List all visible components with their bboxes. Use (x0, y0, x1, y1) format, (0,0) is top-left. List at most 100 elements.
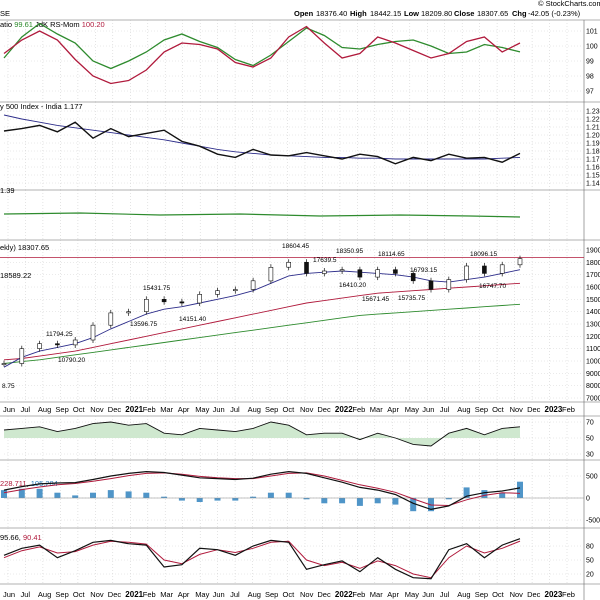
price-tick: 12000 (586, 334, 600, 341)
x-axis-label: Dec (527, 405, 541, 414)
x-axis-label: Aug (38, 405, 51, 414)
x-axis-label: Dec (317, 590, 331, 599)
x-axis-label: Oct (73, 405, 86, 414)
ma-slow-line (3, 282, 521, 361)
rs-tick: 98 (586, 74, 594, 81)
price-annotation: 15671.45 (362, 296, 389, 303)
candle-body (215, 290, 220, 295)
macd-histogram-bar (107, 490, 114, 498)
ratio-tick: 1.20 (586, 133, 600, 140)
candle-body (499, 264, 505, 274)
ratio-tick: 1.17 (586, 157, 600, 164)
x-axis-label: Sep (265, 590, 278, 599)
x-axis-label: Oct (283, 590, 296, 599)
macd-tick: 0 (586, 496, 590, 503)
rs-tick: 101 (586, 29, 598, 36)
x-axis-label: Feb (562, 590, 575, 599)
x-axis-label: Jun (213, 590, 225, 599)
price-tick: 11000 (586, 346, 600, 353)
macd-tick: -500 (586, 518, 600, 525)
series-layer (0, 22, 584, 580)
candle-body (482, 265, 487, 274)
price-annotation: 14151.40 (179, 316, 206, 323)
macd-histogram-bar (232, 498, 239, 501)
price-annotation: 18350.95 (336, 248, 363, 255)
macd-histogram-bar (54, 492, 61, 498)
green-indicator-line (3, 212, 521, 218)
macd-tick: 500 (586, 474, 598, 481)
price-annotation: 15431.75 (143, 285, 170, 292)
x-axis-label: Mar (370, 590, 383, 599)
x-axis-label: Apr (178, 590, 190, 599)
macd-histogram-bar (321, 498, 328, 504)
price-tick: 15000 (586, 297, 600, 304)
x-axis-label: Nov (300, 405, 314, 414)
x-axis-label: Mar (370, 405, 383, 414)
candle-body (55, 343, 60, 346)
macd-histogram-bar (303, 498, 310, 500)
ratio-tick: 1.18 (586, 149, 600, 156)
stoch-k-line (3, 538, 521, 580)
macd-histogram-bar (178, 498, 185, 501)
x-axis-label: Dec (317, 405, 331, 414)
x-axis-label: Nov (90, 590, 104, 599)
x-axis-label: Mar (160, 405, 173, 414)
x-axis-label: Jul (230, 590, 240, 599)
macd-histogram-bar (445, 498, 452, 500)
price-annotation: 16793.15 (410, 267, 437, 274)
candle-body (268, 266, 274, 282)
x-axis-label: Jul (440, 405, 450, 414)
ratio-tick: 1.21 (586, 125, 600, 132)
x-axis-label: Sep (55, 590, 68, 599)
macd-histogram-bar (1, 490, 7, 498)
x-axis-label: Aug (248, 590, 261, 599)
rsi-fill (4, 422, 520, 446)
candle-body (517, 258, 523, 266)
price-annotation: 11794.25 (46, 331, 73, 338)
macd-histogram-bar (36, 488, 43, 498)
ratio-line (3, 121, 521, 165)
x-axis-label: Oct (492, 405, 505, 414)
price-annotation: 13596.75 (130, 321, 157, 328)
x-axis-label: Oct (73, 590, 86, 599)
price-annotation: 16747.70 (479, 283, 506, 290)
header: SE Open 18376.40 High 18442.15 Low 18209… (0, 0, 600, 18)
macd-histogram-bar (410, 498, 417, 512)
stoch-tick: 50 (586, 558, 594, 565)
x-axis-label: Jul (21, 405, 31, 414)
rs-label: atio 99.61 JdK RS-Mom 100.20 (0, 20, 105, 29)
candle-body (233, 289, 238, 292)
x-axis-label: Feb (143, 590, 156, 599)
x-axis-label: Feb (143, 405, 156, 414)
candle-body (410, 273, 416, 282)
high-value: 18442.15 (370, 9, 401, 18)
low-label: Low (404, 9, 419, 18)
candle-body (72, 339, 78, 346)
high-label: High (350, 9, 367, 18)
price-annotation: 16410.20 (339, 282, 366, 289)
price-tick: 9000 (586, 371, 600, 378)
macd-line (3, 470, 521, 511)
price-tick: 8000 (586, 383, 600, 390)
macd-histogram-bar (392, 498, 399, 505)
rs-tick: 100 (586, 44, 598, 51)
candle-body (144, 298, 149, 312)
stoch-label: 95.66, 90.41 (0, 533, 42, 542)
x-axis-label: Jun (422, 590, 434, 599)
low-value: 18209.80 (421, 9, 452, 18)
candle-body (90, 324, 96, 341)
x-axis-label: Sep (265, 405, 278, 414)
x-axis-label: 2023 (545, 590, 563, 599)
ratio-label: y 500 Index - India 1.177 (0, 102, 83, 111)
x-axis-label: Jul (230, 405, 240, 414)
ratio-tick: 1.22 (586, 117, 600, 124)
x-axis-label: Sep (475, 405, 488, 414)
green-panel-label: 1.39 (0, 186, 15, 195)
x-axis-label: Dec (108, 405, 122, 414)
price-tick: 18000 (586, 260, 600, 267)
macd-histogram-bar (18, 488, 25, 498)
x-axis-label: Feb (352, 590, 365, 599)
x-axis-label: Jun (213, 405, 225, 414)
x-axis-label: 2023 (545, 405, 563, 414)
panel-frames (0, 19, 600, 600)
